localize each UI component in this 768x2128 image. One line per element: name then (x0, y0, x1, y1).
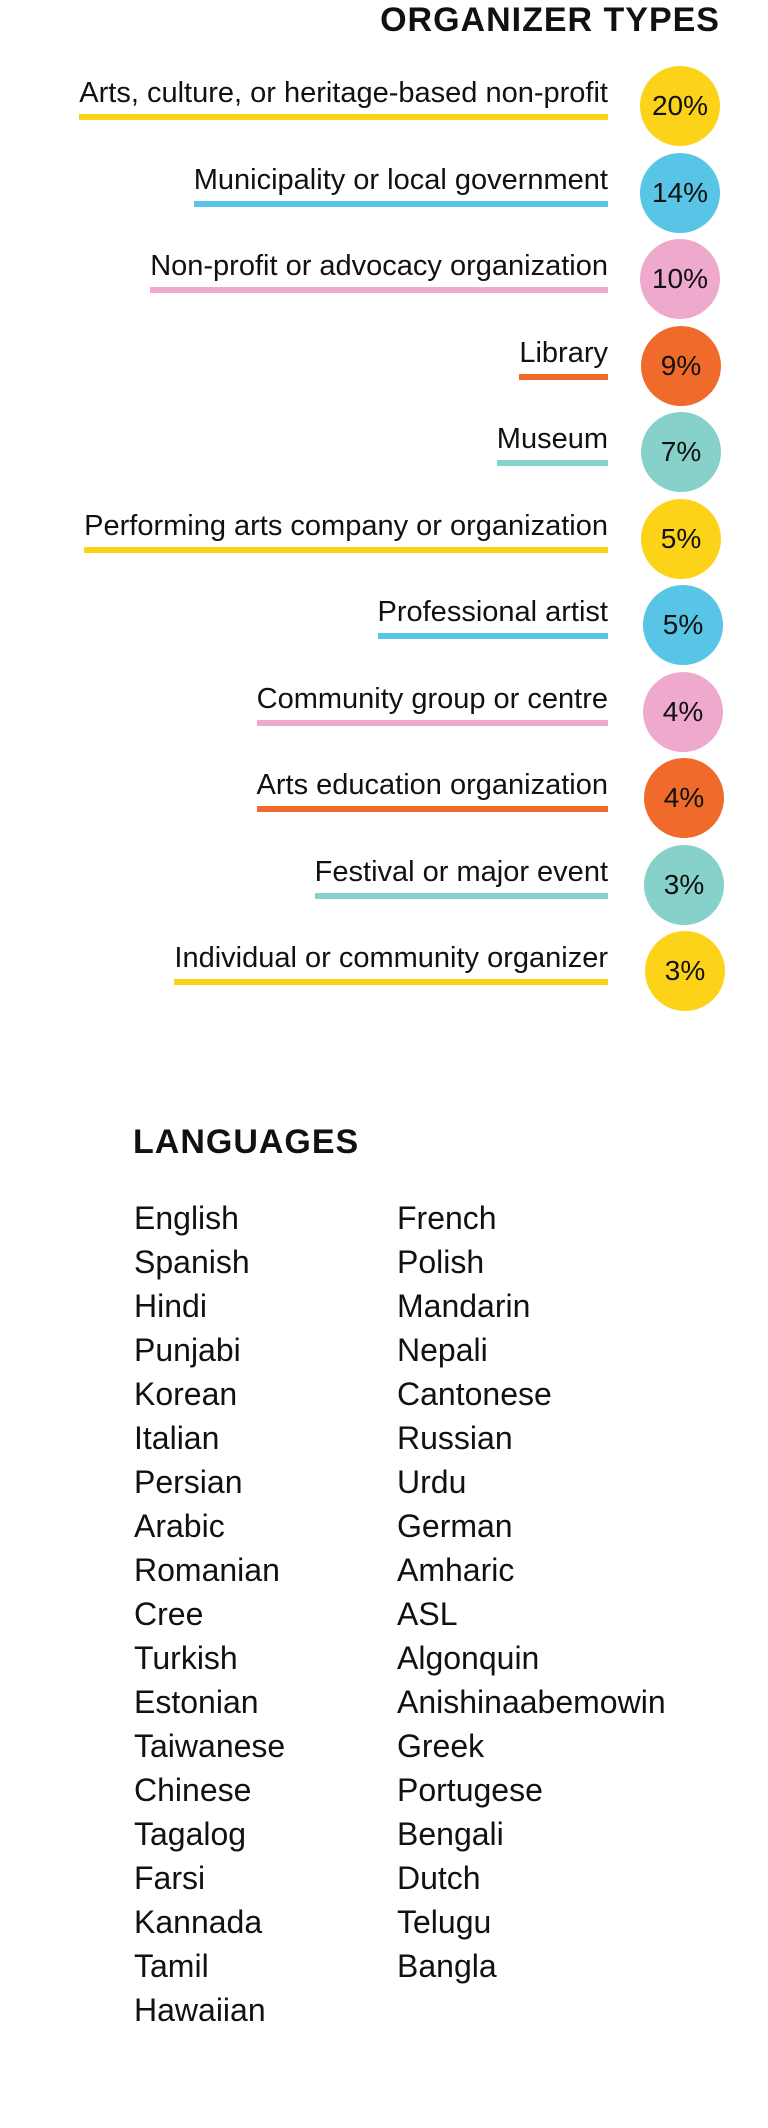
organizer-row: Municipality or local government 14% (0, 153, 768, 233)
language-item: Tagalog (134, 1816, 247, 1852)
language-item: Amharic (397, 1552, 515, 1588)
language-item: Punjabi (134, 1332, 241, 1368)
language-item: Greek (397, 1728, 485, 1764)
language-item: Polish (397, 1244, 485, 1280)
category-label: Performing arts company or organization (84, 509, 608, 553)
language-item: Mandarin (397, 1288, 531, 1324)
organizer-row: Arts education organization 4% (0, 758, 768, 838)
language-item: Cantonese (397, 1376, 552, 1412)
languages-title: LANGUAGES (133, 1123, 360, 1161)
percentage-badge: 4% (644, 758, 724, 838)
category-label: Festival or major event (314, 855, 608, 899)
category-label: Municipality or local government (193, 163, 608, 207)
language-item: French (397, 1200, 497, 1236)
organizer-row: Non-profit or advocacy organization 10% (0, 239, 768, 319)
percentage-badge: 10% (640, 239, 720, 319)
category-label: Non-profit or advocacy organization (150, 249, 608, 293)
percentage-badge: 3% (644, 845, 724, 925)
language-item: Chinese (134, 1772, 252, 1808)
category-label: Museum (496, 422, 608, 466)
language-item: Hindi (134, 1288, 207, 1324)
language-item: Nepali (397, 1332, 488, 1368)
language-item: Telugu (397, 1904, 492, 1940)
organizer-row: Performing arts company or organization 5… (0, 499, 768, 579)
language-item: Kannada (134, 1904, 263, 1940)
language-item: Dutch (397, 1860, 481, 1896)
organizer-row: Individual or community organizer 3% (0, 931, 768, 1011)
percentage-badge: 3% (645, 931, 725, 1011)
organizer-row: Library 9% (0, 326, 768, 406)
language-item: Taiwanese (134, 1728, 286, 1764)
language-item: Bangla (397, 1948, 497, 1984)
category-label: Arts education organization (256, 768, 608, 812)
language-item: Romanian (134, 1552, 280, 1588)
organizer-row: Festival or major event 3% (0, 845, 768, 925)
language-item: Spanish (134, 1244, 250, 1280)
percentage-badge: 9% (641, 326, 721, 406)
language-item: German (397, 1508, 513, 1544)
language-item: Hawaiian (134, 1992, 266, 2028)
organizer-row: Museum 7% (0, 412, 768, 492)
percentage-badge: 14% (640, 153, 720, 233)
category-label: Community group or centre (256, 682, 608, 726)
category-label: Library (519, 336, 608, 380)
organizer-row: Arts, culture, or heritage-based non-pro… (0, 66, 768, 146)
language-item: Tamil (134, 1948, 209, 1984)
language-item: Italian (134, 1420, 220, 1456)
percentage-badge: 20% (640, 66, 720, 146)
language-item: Portugese (397, 1772, 543, 1808)
language-item: Estonian (134, 1684, 259, 1720)
language-item: Persian (134, 1464, 243, 1500)
percentage-badge: 4% (643, 672, 723, 752)
language-item: Korean (134, 1376, 238, 1412)
language-item: Arabic (134, 1508, 225, 1544)
organizer-types-chart: Arts, culture, or heritage-based non-pro… (0, 0, 768, 1060)
organizer-row: Community group or centre 4% (0, 672, 768, 752)
language-item: Anishinaabemowin (397, 1684, 666, 1720)
languages-column-2: French Polish Mandarin Nepali Cantonese Russi… (397, 1196, 666, 1988)
category-label: Arts, culture, or heritage-based non-pro… (79, 76, 608, 120)
language-item: Bengali (397, 1816, 504, 1852)
languages-column-1: English Spanish Hindi Punjabi Korean Italian P… (134, 1196, 285, 2032)
language-item: Russian (397, 1420, 513, 1456)
language-item: Urdu (397, 1464, 467, 1500)
category-label: Individual or community organizer (174, 941, 608, 985)
organizer-row: Professional artist 5% (0, 585, 768, 665)
percentage-badge: 5% (643, 585, 723, 665)
percentage-badge: 5% (641, 499, 721, 579)
language-item: Cree (134, 1596, 204, 1632)
language-item: English (134, 1200, 239, 1236)
language-item: ASL (397, 1596, 458, 1632)
language-item: Farsi (134, 1860, 206, 1896)
language-item: Turkish (134, 1640, 238, 1676)
language-item: Algonquin (397, 1640, 540, 1676)
percentage-badge: 7% (641, 412, 721, 492)
organizer-types-title: ORGANIZER TYPES (380, 1, 720, 39)
category-label: Professional artist (377, 595, 608, 639)
